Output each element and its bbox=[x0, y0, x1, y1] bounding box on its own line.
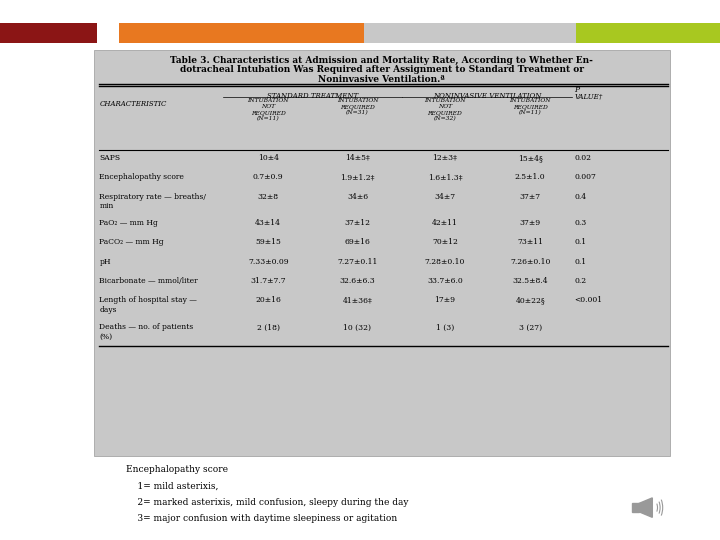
Text: 59±15: 59±15 bbox=[256, 238, 281, 246]
Text: 10 (32): 10 (32) bbox=[343, 323, 372, 332]
Text: 3= major confusion with daytime sleepiness or agitation: 3= major confusion with daytime sleepine… bbox=[126, 514, 397, 523]
Text: 0.2: 0.2 bbox=[575, 277, 587, 285]
Text: SAPS: SAPS bbox=[99, 154, 120, 162]
Text: 40±22§: 40±22§ bbox=[516, 296, 545, 305]
Text: 37±9: 37±9 bbox=[520, 219, 541, 227]
Text: Bicarbonate — mmol/liter: Bicarbonate — mmol/liter bbox=[99, 277, 198, 285]
Text: PaCO₂ — mm Hg: PaCO₂ — mm Hg bbox=[99, 238, 164, 246]
Text: INTUBATION
REQUIRED
(N=11): INTUBATION REQUIRED (N=11) bbox=[510, 98, 551, 116]
Text: 17±9: 17±9 bbox=[434, 296, 456, 305]
Text: 0.1: 0.1 bbox=[575, 258, 587, 266]
Text: 1= mild asterixis,: 1= mild asterixis, bbox=[126, 482, 218, 491]
Text: 10±4: 10±4 bbox=[258, 154, 279, 162]
Text: 42±11: 42±11 bbox=[432, 219, 458, 227]
Polygon shape bbox=[639, 498, 652, 517]
Text: 0.3: 0.3 bbox=[575, 219, 587, 227]
Text: Deaths — no. of patients
(%): Deaths — no. of patients (%) bbox=[99, 323, 194, 341]
Bar bbox=[632, 503, 639, 512]
Text: pH: pH bbox=[99, 258, 111, 266]
Text: 34±6: 34±6 bbox=[347, 193, 368, 201]
Bar bbox=[97, 23, 119, 43]
Text: INTUBATION
NOT
REQUIRED
(N=11): INTUBATION NOT REQUIRED (N=11) bbox=[248, 98, 289, 122]
Text: 14±5‡: 14±5‡ bbox=[345, 154, 370, 162]
Text: 2 (18): 2 (18) bbox=[257, 323, 279, 332]
Text: 7.28±0.10: 7.28±0.10 bbox=[425, 258, 465, 266]
Bar bbox=[119, 23, 364, 43]
Text: 43±14: 43±14 bbox=[255, 219, 282, 227]
Text: 1.6±1.3‡: 1.6±1.3‡ bbox=[428, 173, 462, 181]
Text: 1.9±1.2‡: 1.9±1.2‡ bbox=[341, 173, 374, 181]
Text: 69±16: 69±16 bbox=[345, 238, 370, 246]
Text: VALUE†: VALUE† bbox=[575, 93, 603, 101]
Text: Table 3. Characteristics at Admission and Mortality Rate, According to Whether E: Table 3. Characteristics at Admission an… bbox=[170, 56, 593, 65]
Text: dotracheal Intubation Was Required after Assignment to Standard Treatment or: dotracheal Intubation Was Required after… bbox=[179, 65, 584, 75]
Text: Encephalopathy score: Encephalopathy score bbox=[99, 173, 184, 181]
Text: P: P bbox=[575, 86, 580, 94]
Bar bbox=[364, 23, 576, 43]
Text: Encephalopathy score: Encephalopathy score bbox=[126, 465, 228, 475]
Bar bbox=[576, 23, 720, 43]
Text: 7.26±0.10: 7.26±0.10 bbox=[510, 258, 551, 266]
Bar bbox=[0, 23, 97, 43]
Text: 37±7: 37±7 bbox=[520, 193, 541, 201]
Text: 37±12: 37±12 bbox=[344, 219, 371, 227]
Text: 0.7±0.9: 0.7±0.9 bbox=[253, 173, 284, 181]
Text: 7.33±0.09: 7.33±0.09 bbox=[248, 258, 289, 266]
Text: 1 (3): 1 (3) bbox=[436, 323, 454, 332]
Text: 3 (27): 3 (27) bbox=[518, 323, 542, 332]
Text: 0.007: 0.007 bbox=[575, 173, 596, 181]
Text: CHARACTERISTIC: CHARACTERISTIC bbox=[99, 100, 167, 108]
Text: 2.5±1.0: 2.5±1.0 bbox=[515, 173, 546, 181]
Text: 31.7±7.7: 31.7±7.7 bbox=[251, 277, 286, 285]
Text: INTUBATION
REQUIRED
(N=31): INTUBATION REQUIRED (N=31) bbox=[337, 98, 378, 116]
Text: 12±3‡: 12±3‡ bbox=[433, 154, 457, 162]
Text: 41±36‡: 41±36‡ bbox=[343, 296, 372, 305]
Text: 0.1: 0.1 bbox=[575, 238, 587, 246]
Text: 34±7: 34±7 bbox=[434, 193, 456, 201]
Text: Respiratory rate — breaths/
min: Respiratory rate — breaths/ min bbox=[99, 193, 207, 210]
Bar bbox=[94, 50, 670, 456]
Text: 20±16: 20±16 bbox=[256, 296, 281, 305]
Text: 0.4: 0.4 bbox=[575, 193, 587, 201]
Text: 15±4§: 15±4§ bbox=[518, 154, 543, 162]
Text: <0.001: <0.001 bbox=[575, 296, 603, 305]
Text: 2= marked asterixis, mild confusion, sleepy during the day: 2= marked asterixis, mild confusion, sle… bbox=[126, 498, 408, 507]
Text: 33.7±6.0: 33.7±6.0 bbox=[427, 277, 463, 285]
Text: 7.27±0.11: 7.27±0.11 bbox=[337, 258, 378, 266]
Text: 70±12: 70±12 bbox=[432, 238, 458, 246]
Text: INTUBATION
NOT
REQUIRED
(N=32): INTUBATION NOT REQUIRED (N=32) bbox=[424, 98, 466, 122]
Text: 32±8: 32±8 bbox=[258, 193, 279, 201]
Text: Length of hospital stay —
days: Length of hospital stay — days bbox=[99, 296, 197, 314]
Text: NONINVASIVE VENTILATION: NONINVASIVE VENTILATION bbox=[433, 92, 541, 100]
Text: 32.5±8.4: 32.5±8.4 bbox=[513, 277, 548, 285]
Text: Noninvasive Ventilation.ª: Noninvasive Ventilation.ª bbox=[318, 75, 445, 84]
Text: 32.6±6.3: 32.6±6.3 bbox=[340, 277, 375, 285]
Text: STANDARD TREATMENT: STANDARD TREATMENT bbox=[267, 92, 358, 100]
Text: 73±11: 73±11 bbox=[517, 238, 544, 246]
Text: 0.02: 0.02 bbox=[575, 154, 592, 162]
Text: PaO₂ — mm Hg: PaO₂ — mm Hg bbox=[99, 219, 158, 227]
